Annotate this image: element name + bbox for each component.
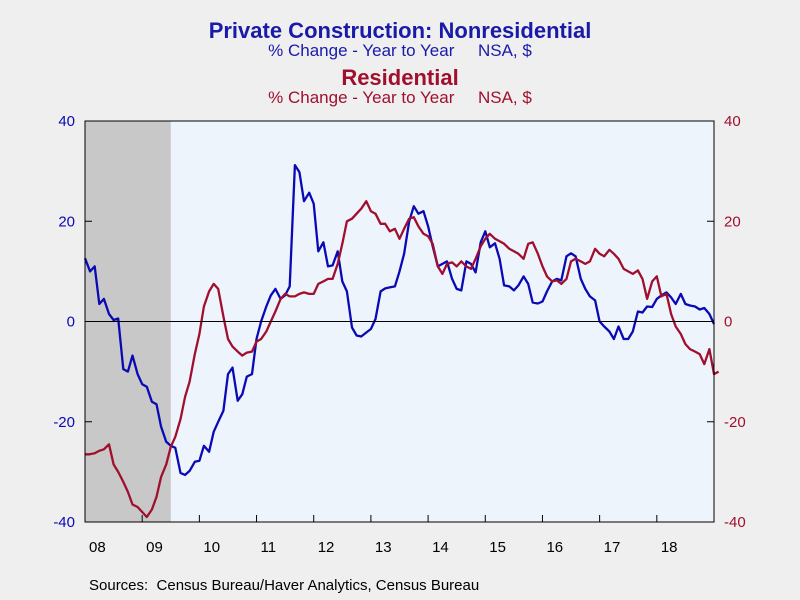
left-axis: 40 20 0 -20 -40 xyxy=(53,113,92,531)
x-tick-label: 14 xyxy=(432,539,449,556)
left-tick-label: -40 xyxy=(53,514,75,531)
x-tick-label: 18 xyxy=(661,539,678,556)
chart-title-nonresidential: Private Construction: Nonresidential xyxy=(208,18,592,43)
left-tick-label: -20 xyxy=(53,414,75,431)
left-tick-label: 0 xyxy=(67,314,75,331)
x-tick-label: 10 xyxy=(203,539,220,556)
x-tick-label: 12 xyxy=(318,539,335,556)
chart-subtitle-residential: % Change - Year to Year NSA, $ xyxy=(268,88,532,107)
left-tick-label: 20 xyxy=(58,213,75,230)
right-axis: 40 20 0 -20 -40 xyxy=(707,113,746,531)
right-tick-label: -20 xyxy=(724,414,746,431)
source-note: Sources: Census Bureau/Haver Analytics, … xyxy=(89,577,480,594)
x-tick-label: 09 xyxy=(146,539,163,556)
chart-subtitle-nonresidential: % Change - Year to Year NSA, $ xyxy=(268,41,532,60)
right-tick-label: -40 xyxy=(724,514,746,531)
x-tick-label: 17 xyxy=(604,539,621,556)
x-tick-label: 11 xyxy=(261,539,277,556)
series-layer xyxy=(83,163,720,519)
left-tick-label: 40 xyxy=(58,113,75,130)
right-tick-label: 0 xyxy=(724,314,732,331)
series-line-nonresidential xyxy=(83,163,716,477)
x-tick-label: 08 xyxy=(89,539,106,556)
x-axis: 08 09 10 11 12 13 14 15 16 17 18 xyxy=(84,515,715,556)
right-tick-label: 20 xyxy=(724,213,741,230)
x-tick-label: 16 xyxy=(546,539,563,556)
chart-title-residential: Residential xyxy=(341,65,459,90)
right-tick-label: 40 xyxy=(724,113,741,130)
x-tick-label: 15 xyxy=(489,539,506,556)
x-tick-label: 13 xyxy=(375,539,392,556)
series-line-residential xyxy=(85,200,720,519)
